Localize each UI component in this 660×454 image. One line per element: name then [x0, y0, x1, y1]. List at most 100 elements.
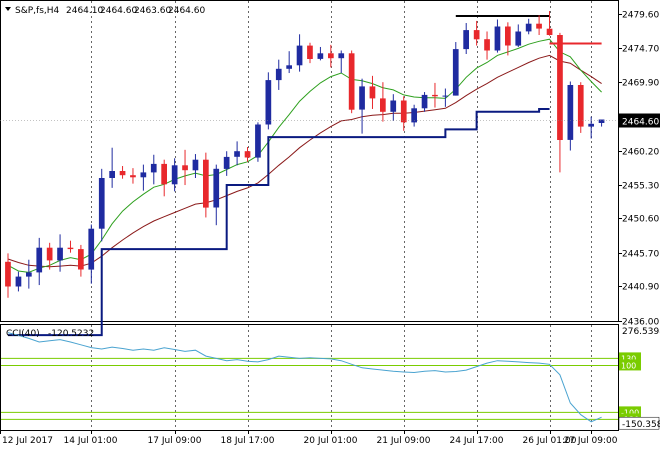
- x-tick-label: 14 Jul 01:00: [64, 436, 118, 446]
- cci-level-box: [619, 406, 641, 418]
- candle-body: [442, 95, 449, 97]
- candle-body: [88, 228, 95, 270]
- x-tick-label: 21 Jul 09:00: [377, 436, 431, 446]
- stop-levels: [8, 14, 602, 337]
- candle-body: [192, 159, 199, 171]
- fast-ma-line: [7, 38, 602, 273]
- candle-body: [328, 53, 334, 59]
- candle-body: [525, 23, 532, 32]
- candle-body: [26, 272, 32, 277]
- axis-labels: 12 Jul 2017 14 Jul 01:00 17 Jul 09:00 18 Ju…: [0, 11, 660, 446]
- y-tick-label: 2450.60: [622, 215, 659, 225]
- symbol-label: S&P,fs,H4: [15, 6, 60, 16]
- cci-value-box: [618, 416, 660, 430]
- cci-line: [7, 332, 602, 423]
- candle-body: [536, 23, 542, 29]
- y-tick-label: 2445.70: [622, 250, 659, 260]
- cci-level-label: 100: [621, 361, 636, 370]
- x-tick-label: 12 Jul 2017: [2, 436, 53, 446]
- candle-body: [109, 171, 115, 178]
- y-tick-label: 2460.20: [622, 148, 659, 158]
- candle-body: [400, 100, 407, 123]
- y-tick-label: 2474.70: [622, 45, 659, 55]
- candle-body: [15, 276, 22, 287]
- cci-level-box: [619, 352, 641, 364]
- indicator-value: -120.5232: [48, 329, 94, 339]
- y-tick-label: 2469.90: [622, 79, 659, 89]
- candle-body: [244, 151, 251, 158]
- x-tick-label: 26 Jul 01:00: [523, 436, 577, 446]
- candle-body: [203, 159, 209, 208]
- candle-body: [432, 94, 438, 97]
- y-tick-label: 2479.60: [622, 11, 659, 21]
- candle-body: [494, 26, 501, 51]
- candle-body: [223, 156, 230, 169]
- candle-body: [98, 178, 105, 229]
- candle-body: [296, 45, 303, 66]
- candle-body: [119, 171, 126, 176]
- ohlc-close: 2464.60: [168, 6, 205, 16]
- candle-body: [5, 261, 11, 287]
- candle-body: [463, 30, 469, 50]
- candle-body: [577, 85, 584, 127]
- collapse-arrow-icon[interactable]: [5, 7, 11, 11]
- candle-body: [46, 247, 53, 261]
- candle-body: [265, 80, 272, 125]
- candle-body: [380, 98, 386, 112]
- candle-body: [307, 45, 313, 59]
- candle-body: [369, 86, 376, 99]
- y-tick-label: 2455.30: [622, 182, 659, 192]
- x-tick-label: 17 Jul 09:00: [148, 436, 202, 446]
- candle-body: [36, 247, 43, 273]
- x-tick-label: 27 Jul 09:00: [564, 436, 618, 446]
- cci-level-label: -100: [621, 408, 639, 417]
- candle-body: [234, 151, 240, 157]
- cci-level-label: 130: [621, 354, 636, 363]
- candle-body: [317, 53, 324, 59]
- candle-body: [182, 165, 188, 171]
- x-tick-label: 20 Jul 01:00: [304, 436, 358, 446]
- candlesticks: [5, 11, 605, 298]
- main-pane-frame: [0, 0, 619, 322]
- candle-body: [67, 247, 74, 250]
- chart-frame: [0, 0, 619, 431]
- cci-y-tick-label: -150.3582: [622, 420, 660, 430]
- candle-body: [130, 175, 136, 178]
- y-tick-label: 2436.00: [622, 318, 659, 328]
- candle-body: [255, 124, 261, 158]
- current-price-label: 2464.60: [622, 118, 659, 128]
- candle-body: [515, 31, 522, 46]
- candle-body: [161, 163, 167, 185]
- candle-body: [588, 123, 594, 127]
- candle-body: [452, 49, 459, 96]
- candle-body: [338, 53, 345, 59]
- cci-level-box: [619, 359, 641, 371]
- slow-ma-line: [7, 54, 602, 268]
- candle-body: [275, 68, 282, 81]
- candle-body: [57, 247, 63, 261]
- y-tick-label: 2440.90: [622, 283, 659, 293]
- candle-body: [78, 249, 84, 270]
- candle-body: [557, 35, 563, 140]
- candle-body: [473, 30, 480, 40]
- candle-body: [484, 39, 490, 51]
- current-price-box: [619, 113, 660, 128]
- candle-body: [140, 172, 147, 178]
- candle-body: [348, 53, 355, 110]
- candle-body: [598, 119, 605, 123]
- indicator-name: CCI(40): [6, 329, 40, 339]
- candle-body: [505, 26, 511, 46]
- candle-body: [421, 94, 428, 109]
- ohlc-open: 2464.10: [66, 6, 103, 16]
- candle-body: [150, 163, 157, 173]
- candle-body: [411, 108, 417, 123]
- x-tick-label: 18 Jul 17:00: [221, 436, 275, 446]
- candle-body: [546, 28, 553, 35]
- candle-body: [390, 100, 397, 112]
- candle-body: [213, 168, 220, 208]
- grid-lines: [91, 1, 592, 430]
- stop-level-line: [8, 107, 550, 337]
